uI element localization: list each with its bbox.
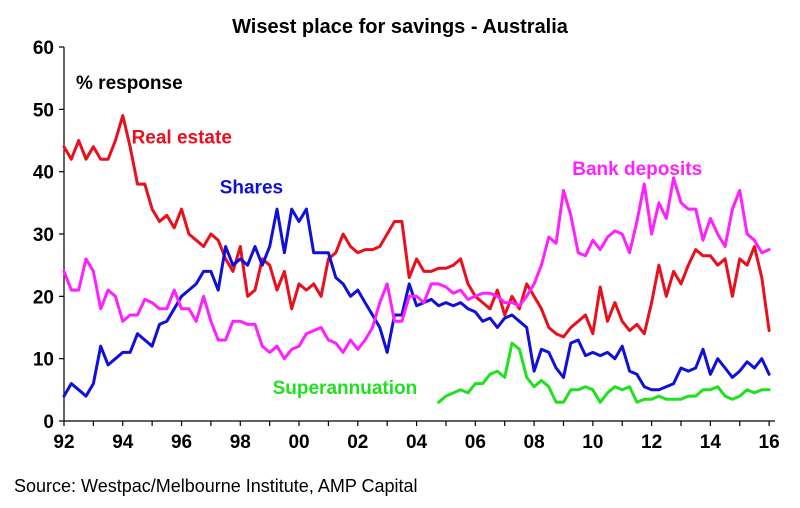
y-tick-label: 50 — [33, 100, 54, 121]
y-tick-label: 30 — [33, 225, 54, 246]
y-tick-label: 10 — [33, 350, 54, 371]
x-tick-label: 04 — [406, 432, 428, 453]
unit-label: % response — [76, 73, 183, 94]
series-label-shares: Shares — [220, 177, 283, 198]
label-layer: Real estate Shares Bank deposits Superannua… — [132, 128, 703, 400]
series-label-bank-deposits: Bank deposits — [572, 159, 702, 180]
chart: Wisest place for savings - Australia 0 10… — [33, 16, 780, 453]
y-tick-label: 60 — [33, 38, 54, 59]
series-label-superannuation: Superannuation — [273, 378, 418, 399]
y-tick-label: 20 — [33, 287, 54, 308]
series-layer — [62, 114, 771, 404]
chart-title: Wisest place for savings - Australia — [232, 16, 569, 38]
x-tick-label: 10 — [582, 432, 603, 453]
series-line-shares — [62, 207, 771, 398]
x-tick-label: 92 — [53, 432, 74, 453]
series-line-bank-deposits — [62, 176, 771, 361]
x-tick-label: 14 — [700, 432, 722, 453]
series-line-real-estate — [62, 114, 771, 339]
x-tick-label: 16 — [759, 432, 780, 453]
series-label-real-estate: Real estate — [132, 128, 232, 149]
x-tick-label: 98 — [230, 432, 251, 453]
series-line-superannuation — [437, 341, 771, 404]
x-tick-label: 06 — [465, 432, 486, 453]
y-tick-label: 40 — [33, 163, 54, 184]
x-tick-label: 96 — [171, 432, 192, 453]
x-tick-label: 94 — [112, 432, 134, 453]
axes: 0 10 20 30 40 50 60 92 94 96 98 00 02 04 06 08 10 12 14 16 — [33, 38, 780, 453]
x-tick-label: 00 — [288, 432, 309, 453]
x-tick-label: 02 — [347, 432, 368, 453]
x-tick-label: 12 — [641, 432, 662, 453]
source-note: Source: Westpac/Melbourne Institute, AMP… — [14, 476, 418, 496]
x-tick-label: 08 — [524, 432, 545, 453]
y-tick-label: 0 — [43, 412, 54, 433]
